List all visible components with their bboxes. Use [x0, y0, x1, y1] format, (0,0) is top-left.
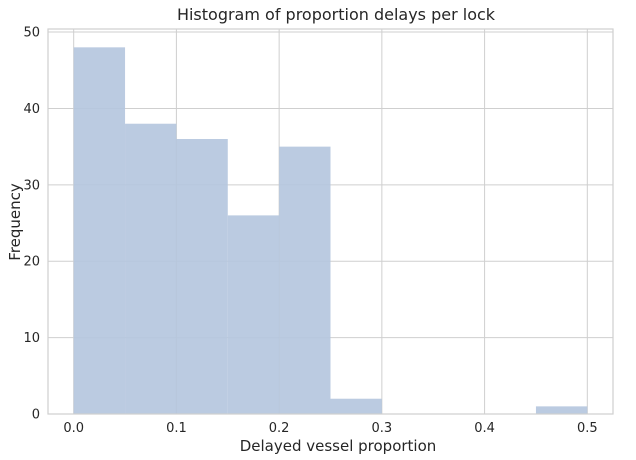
plot-frame — [47, 28, 614, 415]
bars-layer — [73, 47, 588, 414]
x-tick-label: 0.5 — [577, 421, 598, 436]
x-tick-label: 0.4 — [474, 421, 495, 436]
histogram-bar — [535, 406, 588, 414]
histogram-bar — [279, 146, 331, 414]
ticks-layer: 0.0 0.1 0.2 0.3 0.4 0.5 0 10 20 30 40 50 — [23, 26, 597, 436]
y-tick-label: 10 — [23, 331, 40, 346]
histogram-bar — [73, 47, 126, 414]
x-tick-label: 0.3 — [372, 421, 393, 436]
histogram-bar — [330, 398, 382, 414]
y-tick-label: 50 — [23, 26, 40, 41]
histogram-bar — [125, 123, 177, 414]
histogram-bar — [227, 215, 280, 414]
y-axis-label: Frequency — [6, 183, 24, 261]
y-tick-label: 20 — [23, 255, 40, 270]
x-tick-label: 0.1 — [166, 421, 187, 436]
y-tick-label: 40 — [23, 102, 40, 117]
x-axis-label: Delayed vessel proportion — [240, 437, 437, 455]
x-tick-label: 0.0 — [63, 421, 84, 436]
x-tick-label: 0.2 — [269, 421, 290, 436]
y-tick-label: 30 — [23, 178, 40, 193]
chart-title: Histogram of proportion delays per lock — [177, 5, 496, 24]
y-tick-label: 0 — [32, 408, 40, 423]
histogram-bar — [176, 139, 228, 414]
